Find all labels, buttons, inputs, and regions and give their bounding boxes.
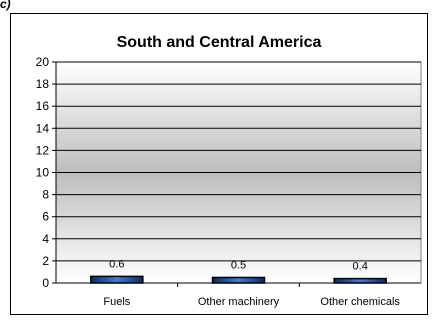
y-tick-label: 8 xyxy=(42,188,49,202)
bar-fuels xyxy=(90,275,144,284)
y-tick-label: 20 xyxy=(36,55,50,69)
x-tick-label: Other chemicals xyxy=(320,296,400,308)
x-tick-label: Fuels xyxy=(103,296,130,308)
bar-other-chemicals xyxy=(333,277,387,284)
data-label: 0.6 xyxy=(109,258,124,270)
chart-title: South and Central America xyxy=(116,34,322,51)
y-tick-label: 0 xyxy=(42,276,49,290)
x-tick-label: Other machinery xyxy=(198,296,280,308)
y-tick-label: 14 xyxy=(36,121,50,135)
data-label: 0.4 xyxy=(353,261,368,273)
y-tick-label: 18 xyxy=(36,77,50,91)
data-label: 0.5 xyxy=(231,259,246,271)
y-tick-label: 12 xyxy=(36,143,50,157)
panel-label: c) xyxy=(0,0,11,11)
y-tick-label: 4 xyxy=(42,232,49,246)
y-tick-label: 16 xyxy=(36,99,50,113)
bar-other-machinery xyxy=(211,276,266,284)
y-tick-label: 6 xyxy=(42,210,49,224)
y-tick-label: 2 xyxy=(42,254,49,268)
y-tick-label: 10 xyxy=(36,166,50,180)
